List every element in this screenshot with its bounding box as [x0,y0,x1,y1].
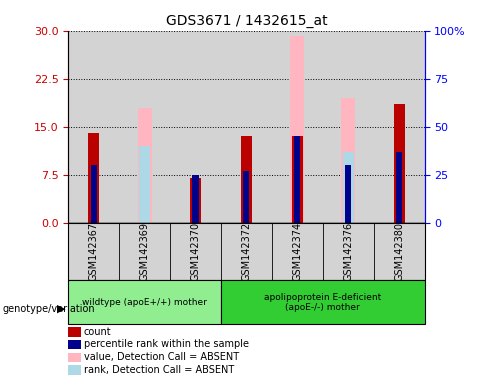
Text: GSM142370: GSM142370 [190,222,201,281]
Bar [91,165,97,223]
Text: wildtype (apoE+/+) mother: wildtype (apoE+/+) mother [82,298,207,307]
Text: count: count [84,327,112,337]
Title: GDS3671 / 1432615_at: GDS3671 / 1432615_at [165,14,327,28]
Bar [393,104,405,223]
Text: GSM142380: GSM142380 [394,222,404,281]
Bar [139,146,150,223]
Bar [292,136,303,223]
Text: genotype/variation: genotype/variation [2,304,95,314]
Bar [221,280,425,324]
Text: GSM142367: GSM142367 [89,222,99,281]
Bar [190,178,201,223]
Bar [138,108,152,223]
Bar [88,133,100,223]
Text: ▶: ▶ [58,304,66,314]
Bar [290,36,305,223]
Bar [343,152,354,223]
Text: rank, Detection Call = ABSENT: rank, Detection Call = ABSENT [84,365,234,375]
Bar [396,152,402,223]
Bar [341,98,355,223]
Bar [192,175,199,223]
Bar [241,136,252,223]
Text: GSM142374: GSM142374 [292,222,303,281]
Bar [292,136,303,223]
Text: GSM142369: GSM142369 [140,222,150,281]
Text: percentile rank within the sample: percentile rank within the sample [84,339,249,349]
Bar [68,280,221,324]
Text: value, Detection Call = ABSENT: value, Detection Call = ABSENT [84,352,239,362]
Bar [294,136,301,223]
Bar [244,171,249,223]
Bar [345,165,351,223]
Text: GSM142376: GSM142376 [343,222,353,281]
Text: GSM142372: GSM142372 [242,222,251,281]
Text: apolipoprotein E-deficient
(apoE-/-) mother: apolipoprotein E-deficient (apoE-/-) mot… [264,293,382,312]
